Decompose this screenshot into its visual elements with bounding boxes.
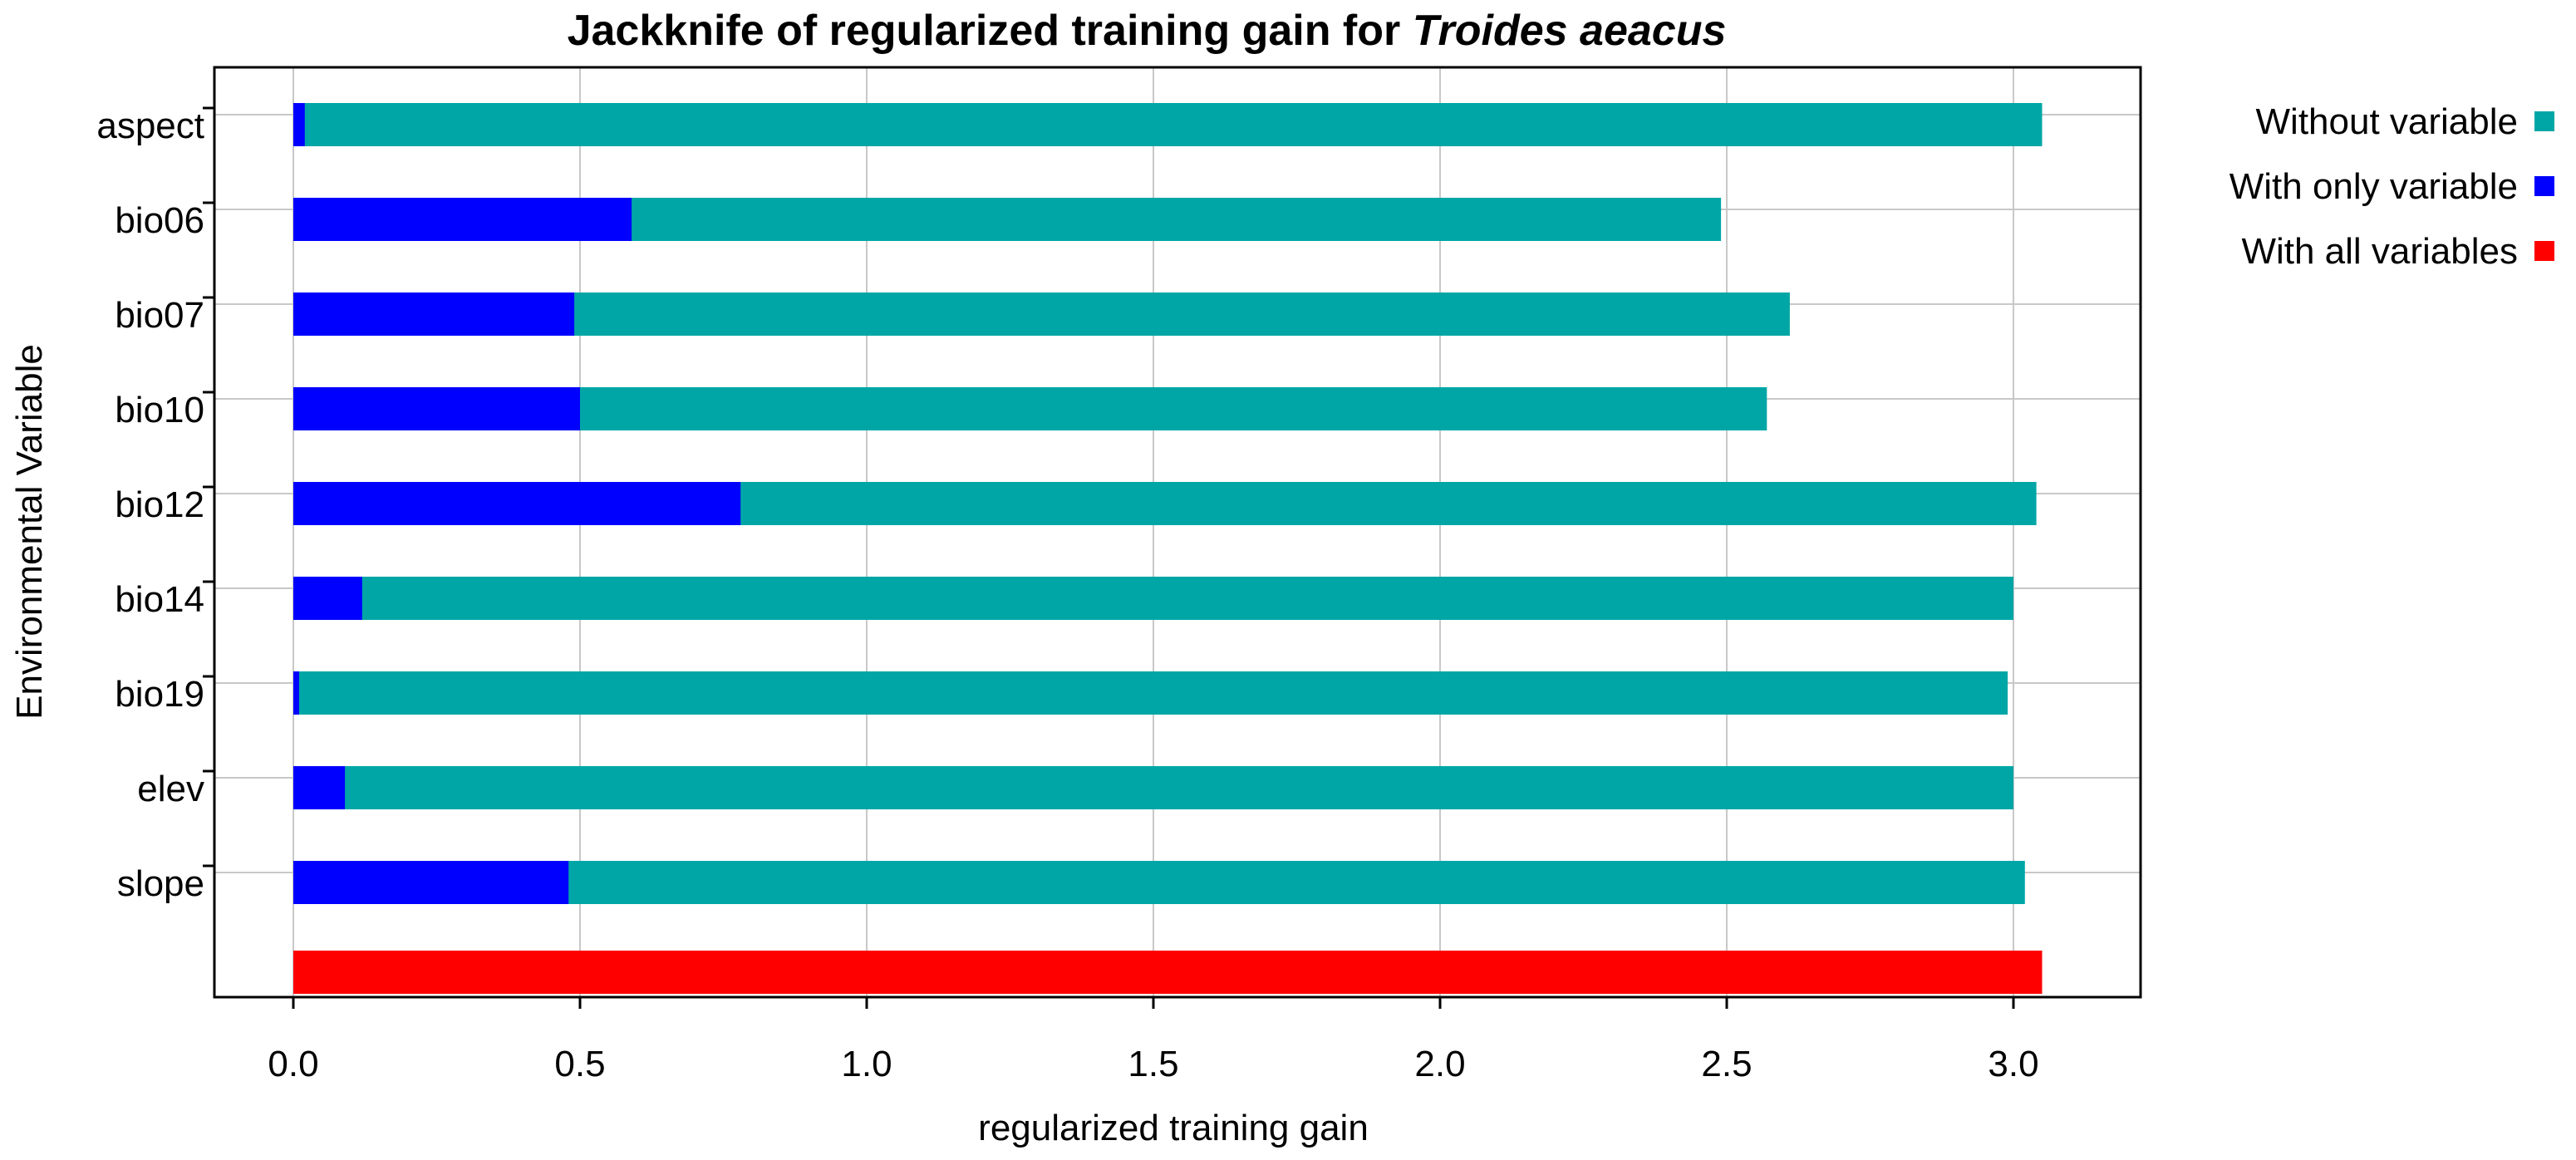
ticks: aspect bio06 bio07 bio10 bio12 bio14 bio19 elev…: [96, 106, 2038, 1084]
bar-without-slope: [293, 861, 2025, 904]
bar-without-elev: [293, 766, 2013, 809]
legend-label: With only variable: [2229, 166, 2518, 207]
y-tick-label: elev: [137, 769, 204, 809]
legend-label: Without variable: [2256, 101, 2518, 142]
bar-only-elev: [293, 766, 346, 809]
bar-without-aspect: [293, 103, 2043, 146]
bar-only-bio07: [293, 292, 575, 336]
bars: [293, 103, 2043, 994]
y-tick-label: bio10: [115, 390, 204, 430]
bar-only-bio12: [293, 482, 741, 525]
x-tick-label: 2.5: [1701, 1044, 1752, 1084]
x-axis-label: regularized training gain: [978, 1108, 1369, 1148]
x-tick-label: 1.0: [841, 1044, 892, 1084]
bar-only-bio06: [293, 198, 632, 241]
x-tick-label: 3.0: [1988, 1044, 2038, 1084]
x-tick-label: 1.5: [1128, 1044, 1178, 1084]
x-tick-label: 2.0: [1414, 1044, 1465, 1084]
legend: Without variable With only variable With a…: [2229, 101, 2554, 272]
legend-swatch: [2534, 111, 2554, 131]
legend-label: With all variables: [2241, 231, 2518, 272]
bar-all-variables: [293, 951, 2043, 994]
bar-only-bio14: [293, 577, 362, 620]
y-tick-label: slope: [117, 863, 204, 904]
chart-title: Jackknife of regularized training gain f…: [568, 7, 1727, 55]
legend-swatch: [2534, 176, 2554, 196]
bar-without-bio19: [293, 671, 2008, 715]
bar-without-bio14: [293, 577, 2013, 620]
plot-frame: [213, 66, 2142, 999]
y-tick-label: bio12: [115, 484, 204, 525]
x-tick-label: 0.0: [268, 1044, 318, 1084]
y-tick-label: bio06: [115, 200, 204, 241]
legend-swatch: [2534, 241, 2554, 261]
chart-title-species: Troides aeacus: [1413, 7, 1727, 55]
bar-only-slope: [293, 861, 569, 904]
y-axis-label: Environmental Variable: [9, 344, 50, 720]
bar-only-aspect: [293, 103, 305, 146]
bar-only-bio19: [293, 671, 299, 715]
y-tick-label: bio14: [115, 579, 204, 620]
chart-title-main: Jackknife of regularized training gain f…: [568, 7, 1413, 55]
x-tick-label: 0.5: [554, 1044, 605, 1084]
y-tick-label: aspect: [96, 106, 204, 146]
y-tick-label: bio07: [115, 295, 204, 336]
bar-only-bio10: [293, 387, 580, 430]
y-tick-label: bio19: [115, 674, 204, 715]
